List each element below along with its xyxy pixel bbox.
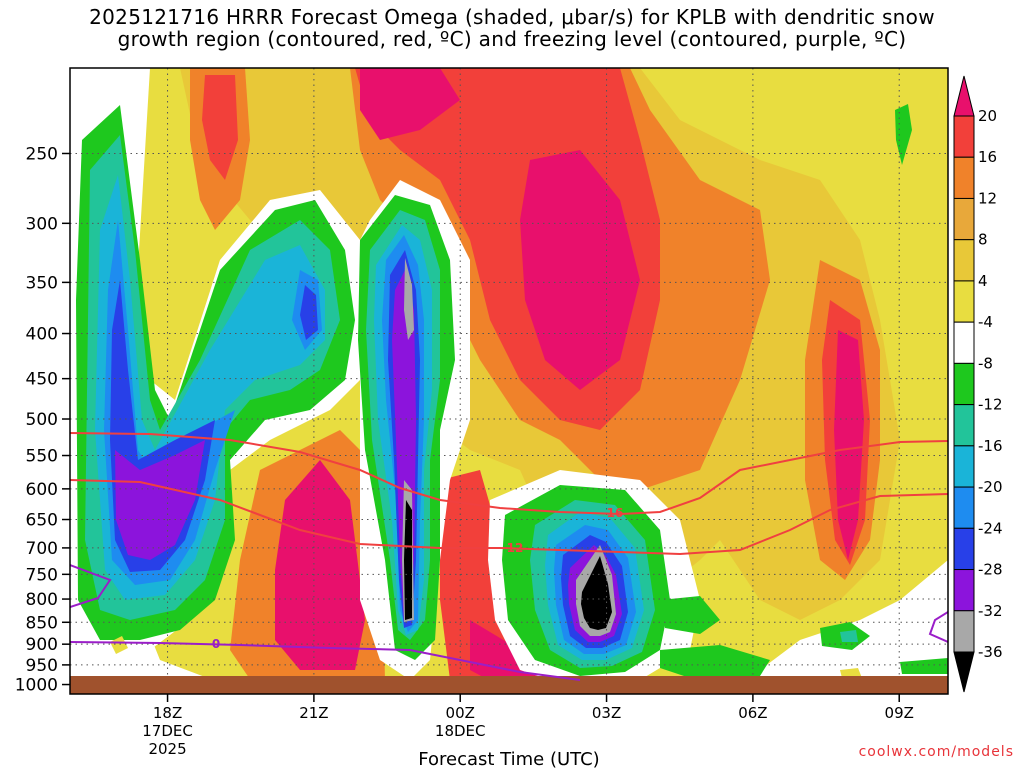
contour-lines — [70, 432, 948, 681]
omega-area-20 — [360, 68, 460, 140]
colorbar-bin — [953, 362, 975, 406]
colorbar-bin — [953, 569, 975, 612]
y-tick-label: 700 — [26, 539, 58, 559]
colorbar-bin — [953, 156, 975, 199]
colorbar-tick-label: 4 — [978, 272, 988, 290]
freezing-level-contour-right — [928, 611, 948, 643]
colorbar-tick-label: -12 — [978, 396, 1003, 414]
colorbar-tick-label: 20 — [978, 107, 997, 125]
freezing-level-contour — [70, 641, 581, 681]
x-tick-label: 21Z — [299, 704, 328, 722]
colorbar-tick-label: -16 — [978, 437, 1003, 455]
contour-label: 0 — [212, 637, 220, 651]
y-tick-label: 750 — [26, 565, 58, 585]
omega-area-neg-8h — [900, 658, 948, 674]
colorbar-bin — [953, 280, 975, 323]
y-tick-label: 850 — [26, 613, 58, 633]
y-tick-label: 500 — [26, 410, 58, 430]
y-tick-label: 900 — [26, 635, 58, 655]
dgz-contour-upper — [70, 432, 948, 516]
colorbar-tick-label: -36 — [978, 643, 1003, 661]
colorbar-tick-label: -8 — [978, 354, 993, 372]
y-tick-label: 400 — [26, 325, 58, 345]
colorbar-tick-label: -4 — [978, 313, 993, 331]
x-tick-label: 00Z — [446, 704, 475, 722]
omega-shading — [72, 68, 948, 694]
colorbar-bin — [953, 115, 975, 158]
colorbar-tick-label: -24 — [978, 519, 1003, 537]
y-axis: 2503003504004505005506006507007508008509… — [15, 144, 70, 696]
dgz-contour-lower — [70, 479, 948, 556]
colorbar-bin — [953, 404, 975, 447]
omega-area-4-8b — [840, 668, 862, 678]
contour-label: 12 — [507, 541, 524, 555]
chart-title-line2: growth region (contoured, red, ºC) and f… — [117, 27, 907, 51]
colorbar-cap-bottom — [953, 651, 975, 693]
colorbar-tick-label: -28 — [978, 561, 1003, 579]
y-tick-label: 600 — [26, 480, 58, 500]
colorbar-tick-label: -20 — [978, 478, 1003, 496]
y-tick-label: 350 — [26, 273, 58, 293]
y-tick-label: 950 — [26, 656, 58, 676]
x-tick-label: 09Z — [885, 704, 914, 722]
omega-area-neg-32 — [404, 258, 414, 340]
x-tick-label: 2025 — [148, 740, 186, 758]
x-axis-label: Forecast Time (UTC) — [418, 749, 599, 768]
x-tick-label: 03Z — [592, 704, 621, 722]
omega-area-neg-8f — [660, 645, 770, 678]
x-tick-label: 17DEC — [142, 722, 193, 740]
x-tick-label: 18DEC — [435, 722, 486, 740]
omega-area-lower-20 — [275, 460, 365, 670]
y-tick-label: 550 — [26, 447, 58, 467]
colorbar-bin — [953, 610, 975, 653]
omega-area-12-16d — [110, 636, 128, 654]
plot-frame — [69, 67, 949, 695]
y-tick-label: 1000 — [15, 676, 58, 696]
freezing-level-contour-left — [70, 564, 112, 608]
ground-surface — [70, 676, 948, 694]
chart-title: 2025121716 HRRR Forecast Omega (shaded, … — [0, 6, 1024, 50]
contour-labels: 16 12 0 — [212, 506, 624, 651]
omega-area-neg-8i — [895, 104, 912, 165]
contour-label: 16 — [607, 506, 624, 520]
colorbar-bin — [953, 321, 975, 364]
colorbar-tick-label: 12 — [978, 189, 997, 207]
y-tick-label: 650 — [26, 511, 58, 531]
colorbar-tick-label: 8 — [978, 231, 988, 249]
omega-area-neg-8e — [660, 596, 720, 634]
y-tick-label: 300 — [26, 214, 58, 234]
x-tick-label: 18Z — [153, 704, 182, 722]
y-tick-label: 250 — [26, 144, 58, 164]
colorbar: 20 16 12 8 4 -4 -8 -12 -16 -20 -24 -28 -32 -36 — [953, 75, 1003, 693]
colorbar-bin — [953, 445, 975, 488]
omega-area-neg-12d — [840, 630, 858, 642]
colorbar-cap-top — [953, 75, 975, 117]
omega-area-neg-36 — [404, 500, 412, 620]
colorbar-tick-label: 16 — [978, 148, 997, 166]
omega-area-20b — [520, 150, 640, 390]
y-tick-label: 800 — [26, 590, 58, 610]
colorbar-tick-label: -32 — [978, 602, 1003, 620]
colorbar-bin — [953, 239, 975, 282]
omega-area-neg-28 — [115, 440, 205, 560]
credit-link[interactable]: coolwx.com/models — [858, 744, 1014, 760]
omega-area-16-20b — [202, 75, 238, 180]
x-tick-label: 06Z — [738, 704, 767, 722]
colorbar-bin — [953, 527, 975, 571]
colorbar-bin — [953, 197, 975, 241]
y-tick-label: 450 — [26, 370, 58, 390]
colorbar-bin — [953, 486, 975, 529]
chart-title-line1: 2025121716 HRRR Forecast Omega (shaded, … — [89, 5, 935, 29]
omega-area-neg-24c — [300, 285, 318, 340]
